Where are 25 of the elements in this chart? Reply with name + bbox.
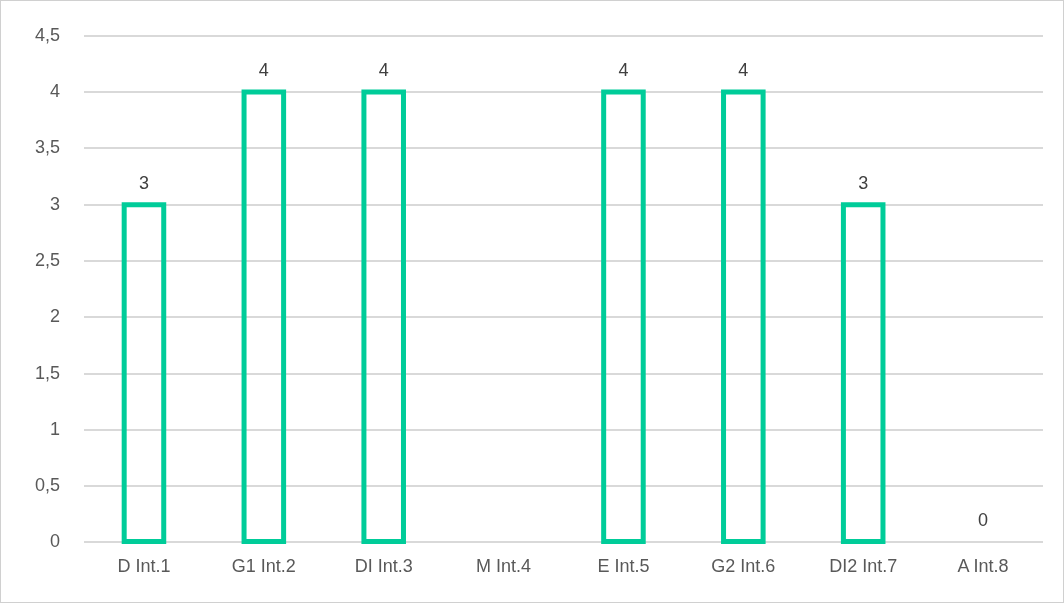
y-tick-label: 3,5: [34, 137, 61, 158]
data-label: 3: [138, 172, 149, 193]
x-tick-label: G1 Int.2: [231, 556, 296, 577]
x-tick-label: A Int.8: [957, 556, 1009, 577]
data-label: 3: [858, 172, 869, 193]
data-label: 4: [618, 60, 629, 81]
y-tick-label: 1,5: [34, 362, 61, 383]
x-tick-label: D Int.1: [117, 556, 171, 577]
x-tick-label: E Int.5: [597, 556, 650, 577]
y-tick-label: 4: [50, 81, 61, 102]
y-tick-label: 1: [50, 418, 61, 439]
y-tick-label: 2,5: [34, 249, 61, 270]
data-label: 4: [258, 60, 269, 81]
y-tick-label: 0: [50, 531, 61, 552]
data-label: 4: [378, 60, 389, 81]
x-tick-label: DI2 Int.7: [829, 556, 898, 577]
x-tick-label: DI Int.3: [354, 556, 413, 577]
data-label: 4: [738, 60, 749, 81]
x-tick-label: G2 Int.6: [711, 556, 776, 577]
y-tick-label: 3: [50, 193, 61, 214]
y-tick-label: 0,5: [34, 475, 61, 496]
data-label: 0: [978, 510, 989, 531]
y-tick-label: 4,5: [34, 24, 61, 45]
y-tick-label: 2: [50, 306, 61, 327]
x-tick-label: M Int.4: [476, 556, 532, 577]
